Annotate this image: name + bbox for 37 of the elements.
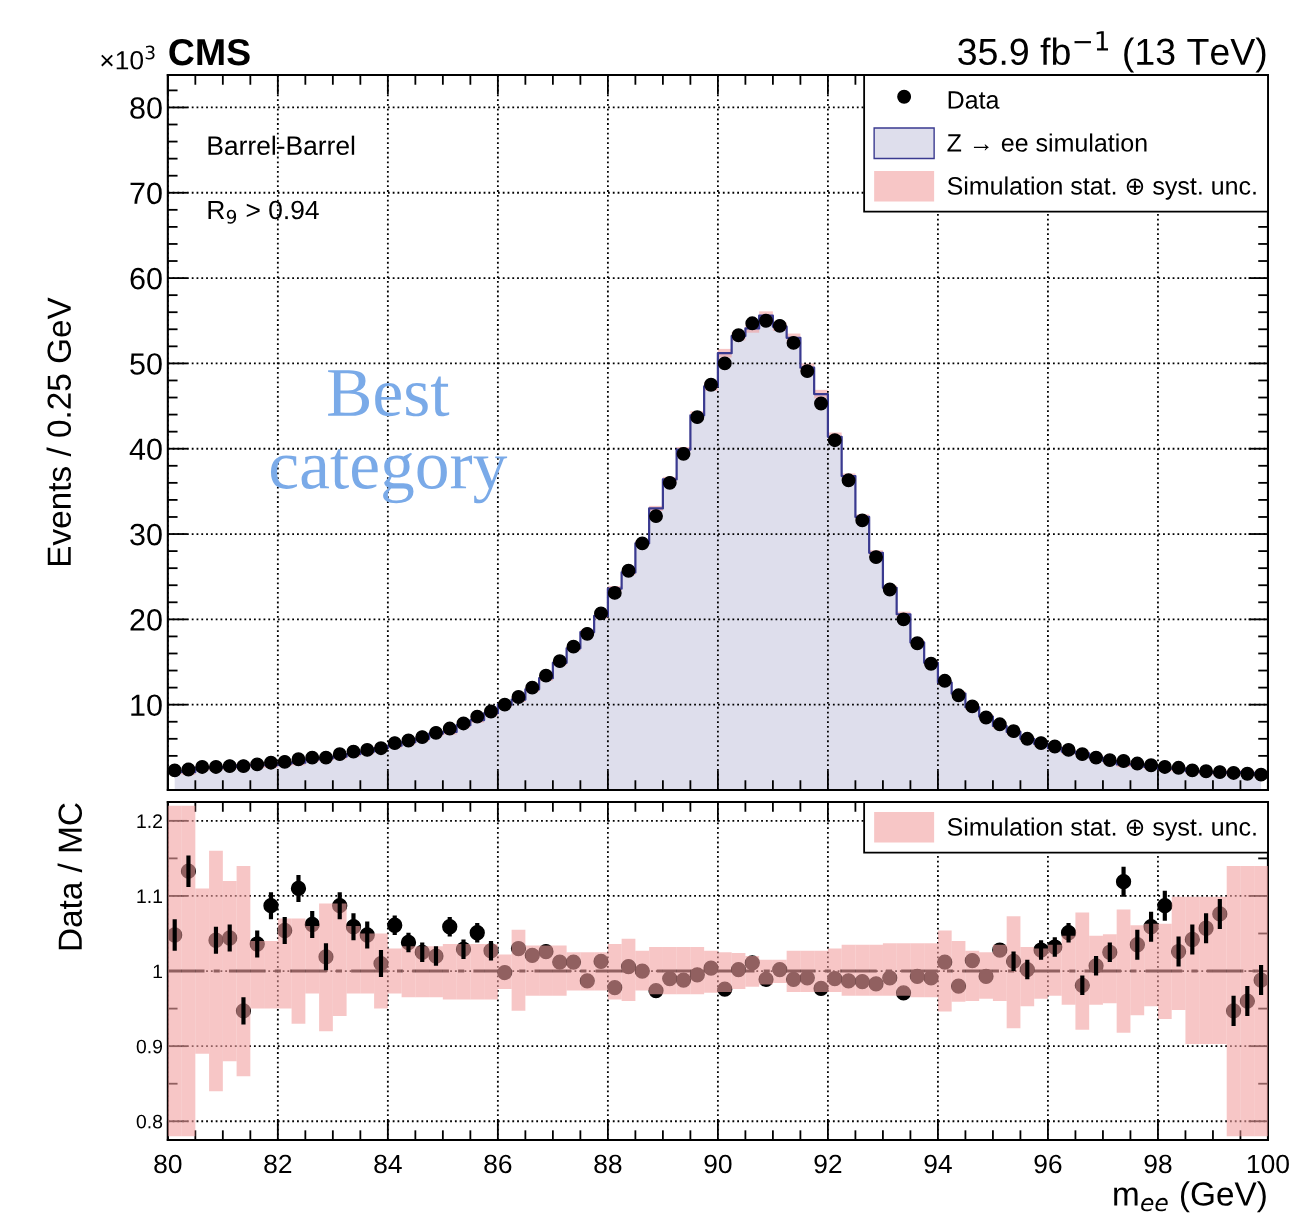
x-tick-label: 92 <box>814 1154 842 1174</box>
legend-label: Simulation stat. ⊕ syst. unc. <box>947 817 1256 841</box>
x-axis-title: m$_{ee}$ (GeV) <box>1114 1181 1266 1213</box>
x-tick-label: 98 <box>1144 1154 1172 1174</box>
y-tick-label: 20 <box>130 609 162 631</box>
x-tick-label: 84 <box>374 1154 402 1174</box>
x-tick-label: 96 <box>1034 1154 1062 1174</box>
y-tick-label: 1.2 <box>137 814 162 828</box>
x-tick-label: 86 <box>484 1154 512 1174</box>
annotation: R$_{9}$ > 0.94 <box>208 200 319 224</box>
y-tick-label: 1 <box>153 964 163 979</box>
y-tick-label: 1.1 <box>137 889 163 903</box>
y-tick-label: 10 <box>131 694 162 717</box>
annotation: Barrel-Barrel <box>208 135 355 156</box>
y-axis-title: Events / 0.25 GeV <box>46 297 72 566</box>
y-tick-label: 30 <box>130 523 162 546</box>
x-tick-label: 82 <box>264 1154 292 1174</box>
chart-subtitle: 35.9 fb$^{−1}$ (13 TeV) <box>958 31 1266 73</box>
y-tick-label: 60 <box>130 267 162 290</box>
y-tick-label: 70 <box>130 182 162 205</box>
y-tick-label: 80 <box>130 97 162 119</box>
x-tick-label: 88 <box>594 1154 622 1174</box>
legend-label: Data <box>948 91 1000 109</box>
y-tick-label: 0.8 <box>136 1114 163 1129</box>
text: ×10$^{3}$ <box>101 45 155 70</box>
y-tick-label: 50 <box>130 353 162 375</box>
x-tick-label: 100 <box>1247 1154 1289 1174</box>
annotation: Best category <box>270 370 508 504</box>
x-tick-label: 90 <box>704 1154 732 1174</box>
y-tick-label: 40 <box>129 438 162 461</box>
y-axis-title: Data / MC <box>57 803 83 950</box>
x-tick-label: 94 <box>924 1154 952 1174</box>
x-tick-label: 80 <box>154 1154 182 1174</box>
y-tick-label: 0.9 <box>136 1039 163 1054</box>
legend-label: Simulation stat. ⊕ syst. unc. <box>947 176 1256 200</box>
chart-title: CMS <box>169 38 250 66</box>
legend-label: Z → ee simulation <box>947 133 1147 152</box>
